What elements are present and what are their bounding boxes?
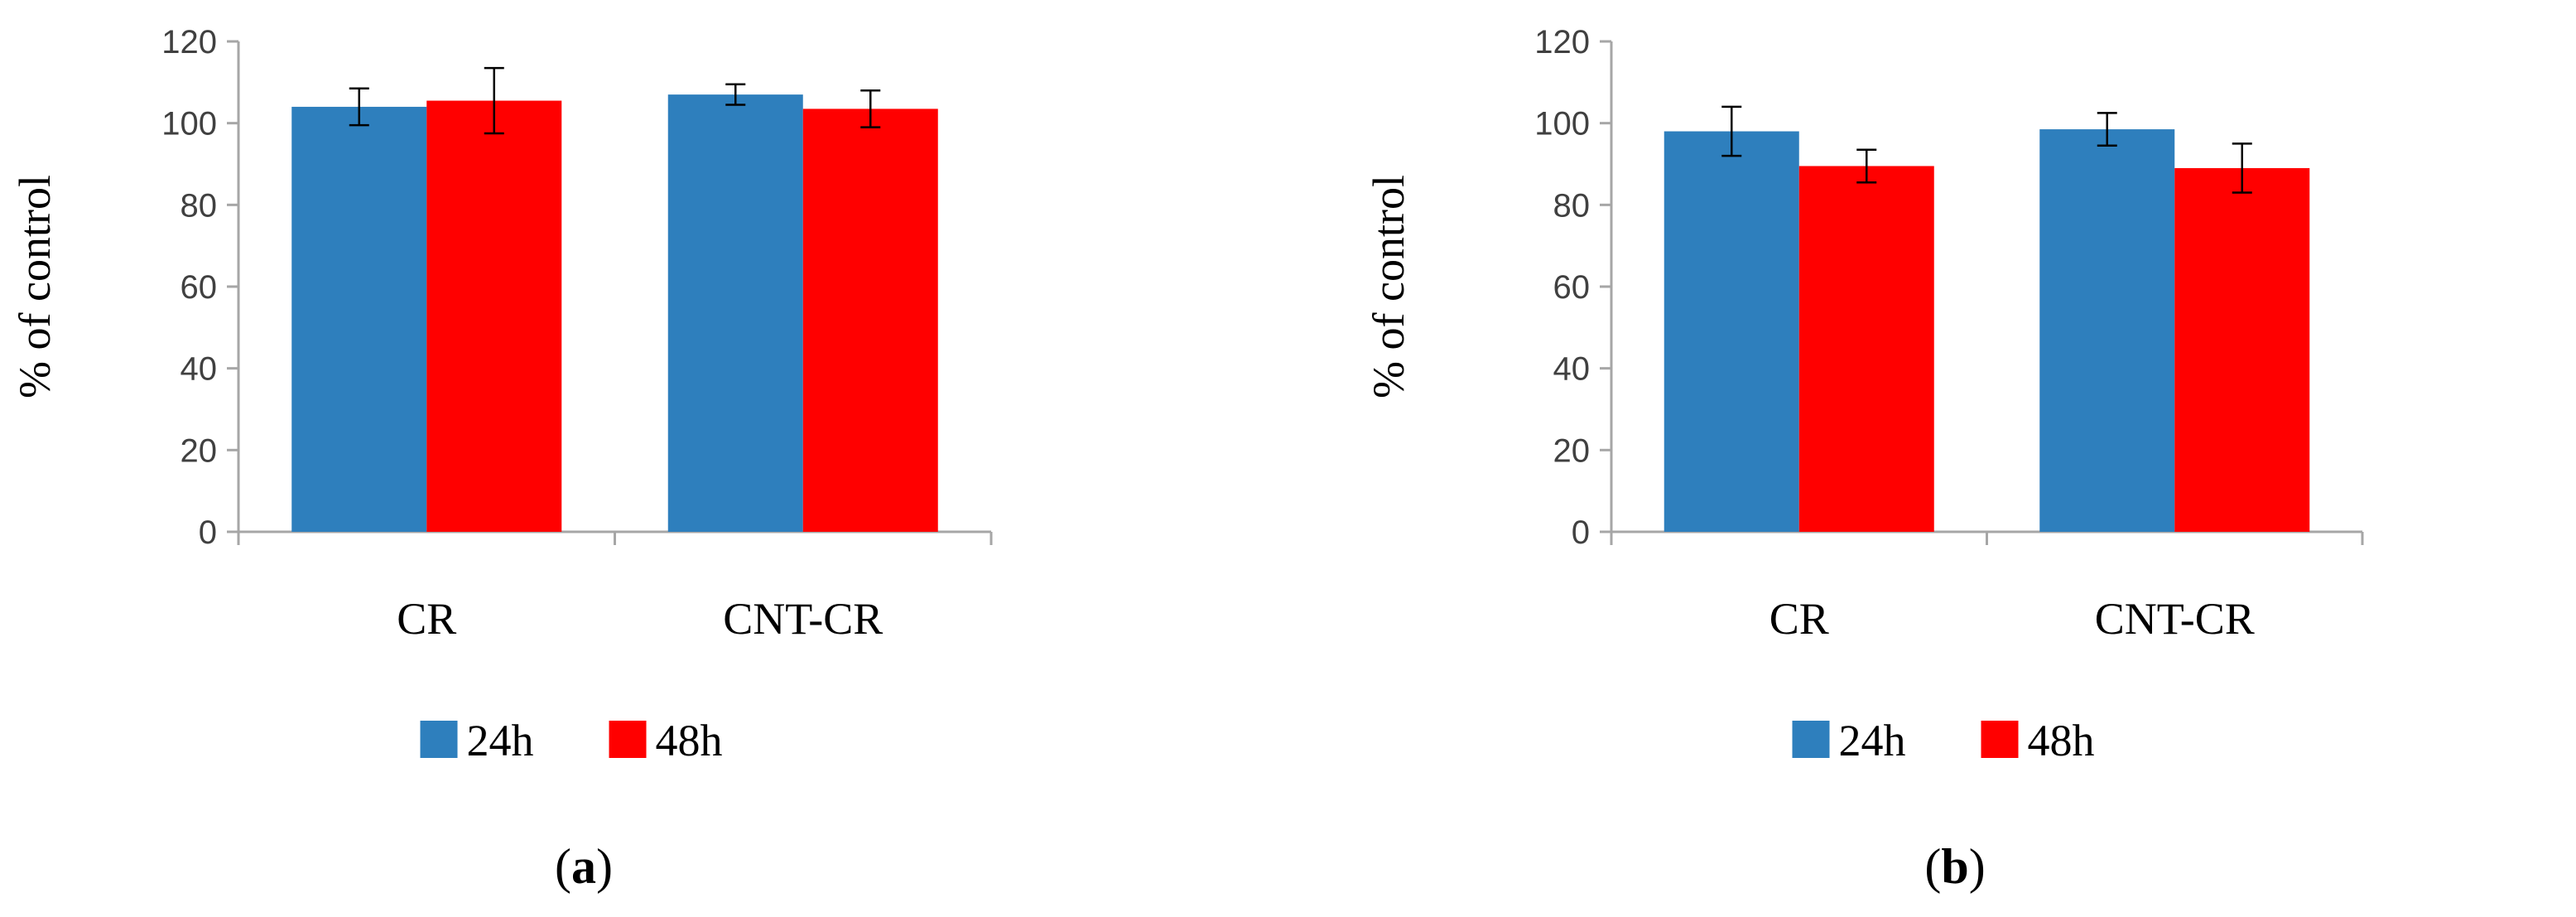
bar-24h-cr	[1664, 131, 1799, 533]
bar-24h-cnt-cr	[667, 94, 803, 533]
bar-48h-cnt-cr	[2174, 167, 2310, 532]
y-tick-label: 80	[181, 187, 218, 224]
bar-48h-cr	[426, 100, 562, 533]
category-label: CR	[1769, 594, 1829, 644]
bar-48h-cr	[1798, 166, 1934, 532]
bar-24h-cr	[291, 106, 427, 532]
y-tick-label: 40	[1553, 351, 1591, 388]
y-tick-label: 120	[161, 24, 217, 60]
category-label: CNT-CR	[723, 594, 883, 644]
y-axis-label: % of control	[1364, 175, 1413, 398]
y-tick-label: 20	[1553, 432, 1591, 469]
legend-swatch-48h	[609, 721, 647, 758]
y-tick-label: 120	[1534, 24, 1590, 60]
legend-label-24h: 24h	[1839, 716, 1906, 765]
chart-panel-b: 0 20 40 60 80 100 120 CR CNT-CR % of control 24h 48…	[1364, 24, 2364, 894]
legend-label-48h: 48h	[2028, 716, 2095, 765]
legend-label-48h: 48h	[656, 716, 723, 765]
category-label: CR	[397, 594, 456, 644]
bar-48h-cnt-cr	[802, 109, 938, 532]
y-axis-label: % of control	[10, 175, 60, 398]
category-label: CNT-CR	[2095, 594, 2255, 644]
chart-panel-a: 0 20 40 60 80 100 120 CR CNT-CR % of control 24h 48…	[10, 24, 993, 894]
legend-label-24h: 24h	[467, 716, 534, 765]
legend-swatch-24h	[420, 721, 458, 758]
y-tick-label: 0	[1572, 514, 1590, 551]
y-tick-label: 100	[161, 106, 217, 142]
y-tick-label: 100	[1534, 106, 1590, 142]
y-tick-label: 80	[1553, 187, 1591, 224]
y-tick-label: 20	[181, 432, 218, 469]
y-tick-label: 60	[181, 269, 218, 306]
legend-swatch-24h	[1792, 721, 1830, 758]
y-tick-label: 0	[199, 514, 217, 551]
y-tick-label: 60	[1553, 269, 1591, 306]
panel-label: (a)	[555, 839, 613, 894]
legend-swatch-48h	[1981, 721, 2019, 758]
bar-24h-cnt-cr	[2039, 129, 2175, 533]
panel-label: (b)	[1924, 839, 1985, 894]
y-tick-label: 40	[181, 351, 218, 388]
